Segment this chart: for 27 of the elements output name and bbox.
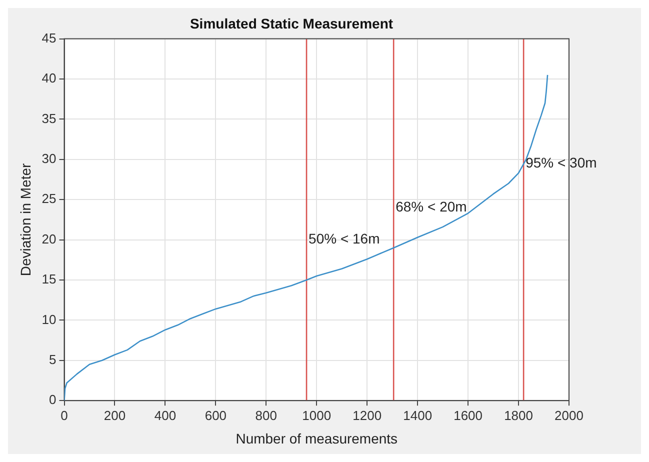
y-tick-label: 0 [49, 392, 56, 408]
annotation: 68% < 20m [396, 198, 467, 214]
y-tick-label: 25 [42, 191, 56, 206]
y-tick-label: 10 [42, 312, 56, 327]
y-tick-label: 20 [42, 231, 56, 246]
x-tick-label: 400 [154, 408, 176, 423]
x-tick-label: 1400 [403, 408, 432, 423]
chart-title: Simulated Static Measurement [190, 15, 394, 32]
x-tick-label: 800 [255, 408, 278, 423]
y-tick-label: 35 [42, 110, 56, 126]
x-tick-label: 1200 [352, 408, 382, 423]
x-tick-label: 600 [204, 408, 227, 423]
x-tick-label: 2000 [554, 408, 584, 423]
y-tick-label: 45 [42, 30, 56, 46]
x-tick-label: 200 [104, 408, 126, 423]
x-tick-label: 1000 [302, 408, 332, 423]
y-tick-label: 30 [42, 150, 56, 166]
x-tick-label: 1800 [504, 408, 533, 423]
x-tick-label: 0 [60, 408, 68, 423]
y-tick-label: 40 [42, 70, 56, 86]
annotation: 50% < 16m [308, 230, 380, 247]
y-tick-label: 5 [49, 352, 56, 367]
annotation: 95% < 30m [526, 154, 597, 170]
y-axis-title: Deviation in Meter [17, 162, 34, 276]
y-tick-label: 15 [42, 272, 56, 287]
x-axis-title: Number of measurements [236, 430, 398, 446]
x-tick-label: 1600 [454, 408, 483, 423]
